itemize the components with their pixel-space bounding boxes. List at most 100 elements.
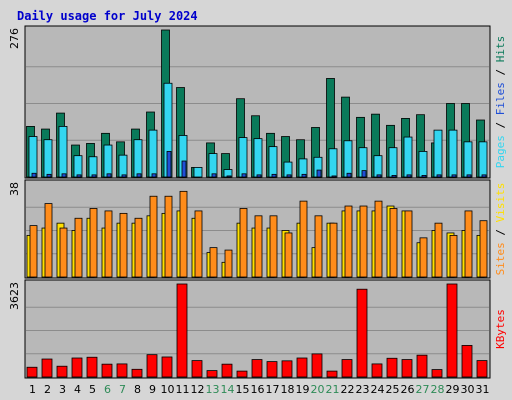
bar-kbytes-11 [176,283,188,378]
bar-kbytes-26 [401,359,413,378]
legend-entry-4: Hits [494,36,507,63]
bar-sites-4 [74,217,83,278]
bar-kbytes-7 [116,363,128,378]
bar-pages-1 [31,172,37,178]
legend-entry-1: / [494,222,507,242]
bar-pages-2 [46,173,52,178]
bar-pages-25 [391,175,397,178]
bar-files-3 [58,126,68,178]
x-tick-label: 12 [191,383,205,396]
bar-pages-13 [211,173,217,178]
bar-pages-28 [436,174,442,178]
bar-pages-5 [91,174,97,178]
bar-pages-14 [226,175,232,178]
bar-files-12 [193,167,203,178]
bar-pages-9 [151,173,157,178]
bar-pages-10 [166,151,172,178]
bar-files-27 [418,151,428,178]
x-tick-label: 16 [251,383,265,396]
y-max-label: 276 [8,28,21,49]
bar-pages-30 [466,174,472,178]
x-tick-label: 13 [206,383,220,396]
x-tick-label: 10 [161,383,175,396]
bar-kbytes-1 [26,366,38,378]
bar-sites-18 [284,232,293,278]
legend-entry-0: Pages [494,135,507,168]
bar-pages-18 [286,174,292,178]
bar-kbytes-16 [251,359,263,378]
bar-kbytes-2 [41,358,53,378]
bar-sites-27 [419,237,428,278]
bar-files-16 [253,138,263,178]
bar-sites-6 [104,210,113,278]
bar-kbytes-17 [266,361,278,378]
legend-entry-1: / [494,115,507,135]
bar-pages-17 [271,173,277,178]
x-tick-label: 28 [431,383,445,396]
bar-sites-7 [119,212,128,278]
series-kbytes [26,283,488,378]
y-max-label: 3623 [8,282,21,310]
panel-hits-files-pages: 276 Pages / Files / Hits [8,25,507,179]
legend-entry-0: Sites [494,242,507,275]
x-tick-label: 24 [371,383,385,396]
bar-pages-20 [316,169,322,178]
x-tick-label: 4 [74,383,81,396]
bar-pages-3 [61,173,67,178]
bar-sites-3 [59,227,68,278]
bar-sites-23 [359,205,368,278]
bar-sites-22 [344,205,353,278]
x-tick-label: 15 [236,383,250,396]
bar-kbytes-12 [191,360,203,378]
bar-sites-13 [209,247,218,278]
bar-pages-15 [241,173,247,178]
bar-kbytes-15 [236,370,248,378]
panel-sites-visits: 38 Sites / Visits [8,179,507,279]
x-tick-label: 18 [281,383,295,396]
x-tick-label: 29 [446,383,460,396]
bar-pages-4 [76,174,82,178]
bar-files-26 [403,136,413,178]
x-tick-label: 30 [461,383,475,396]
bar-kbytes-22 [341,359,353,378]
bar-kbytes-28 [431,369,443,378]
side-legend: Sites / Visits [494,183,507,276]
x-tick-label: 2 [44,383,51,396]
bar-sites-29 [449,234,458,278]
x-tick-label: 3 [59,383,66,396]
legend-entry-3: / [494,62,507,82]
bar-files-25 [388,147,398,178]
bar-pages-7 [121,174,127,178]
x-axis-labels: 1 2 3 4 5 6 7 8 9 10 11 12 13 14 15 16 17 18 19 20 21 22 23 24 2… [29,383,490,396]
x-tick-label: 8 [134,383,141,396]
bar-sites-8 [134,217,143,278]
side-legend: KBytes [494,309,507,349]
bar-sites-14 [224,249,233,278]
bar-sites-20 [314,215,323,278]
x-tick-label: 25 [386,383,400,396]
bar-kbytes-9 [146,354,158,378]
bar-pages-16 [256,174,262,178]
bar-files-24 [373,155,383,178]
x-tick-label: 22 [341,383,355,396]
bar-pages-8 [136,173,142,178]
bar-sites-16 [254,215,263,278]
panel-kbytes: 3623 KBytes [8,279,507,379]
x-tick-label: 9 [149,383,156,396]
bar-pages-24 [376,174,382,178]
bar-sites-24 [374,200,383,278]
bar-kbytes-3 [56,365,68,378]
bar-pages-22 [346,172,352,178]
series-pages [31,151,487,178]
x-tick-label: 20 [311,383,325,396]
bar-sites-31 [479,220,488,278]
x-tick-label: 19 [296,383,310,396]
bar-files-28 [433,129,443,178]
bar-sites-19 [299,200,308,278]
bar-kbytes-29 [446,283,458,378]
bar-sites-2 [44,203,53,278]
bar-pages-21 [331,175,337,178]
series-files [28,82,488,178]
bar-files-1 [28,136,38,178]
